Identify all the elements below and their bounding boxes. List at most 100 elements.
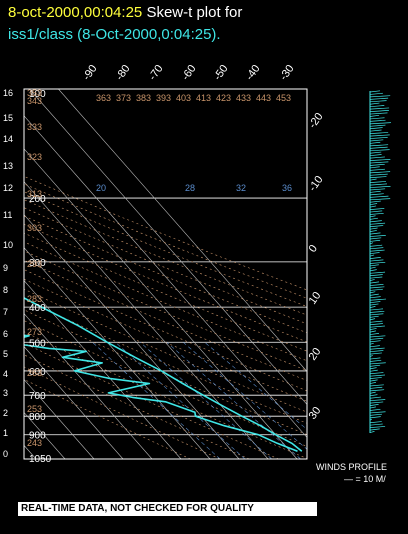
wind-barb <box>369 181 387 183</box>
wind-barb <box>369 105 385 108</box>
wind-barb <box>369 428 380 431</box>
height-label: 7 <box>3 307 8 317</box>
height-label: 16 <box>3 88 13 98</box>
isotherm-line <box>24 115 307 438</box>
wind-barb <box>369 421 382 424</box>
dry-adiabat-label: 323 <box>27 152 42 162</box>
wind-barb <box>369 112 388 115</box>
wind-barb <box>369 230 377 232</box>
wind-barb <box>369 254 375 257</box>
dry-adiabat-label: 393 <box>156 93 171 103</box>
mixing-ratio-line <box>183 342 307 450</box>
dry-adiabat <box>24 175 307 291</box>
wind-barb <box>369 418 372 421</box>
wind-barb <box>369 119 386 122</box>
wind-barb <box>369 274 383 277</box>
wind-barb <box>369 367 377 370</box>
isotherm-line <box>24 280 182 459</box>
dry-adiabat-label: 443 <box>256 93 271 103</box>
wind-barb <box>369 127 383 130</box>
wind-barb <box>369 205 377 208</box>
wind-barb <box>369 423 383 426</box>
wind-barb <box>369 408 381 411</box>
height-label: 4 <box>3 369 8 379</box>
isotherm-label: -80 <box>114 63 133 83</box>
isotherm-label: -60 <box>180 63 199 83</box>
wind-barb <box>369 183 388 186</box>
wind-barb <box>369 271 386 274</box>
mixing-ratio-line <box>166 342 301 459</box>
wind-barb <box>369 276 383 279</box>
mixing-ratio-label: 32 <box>236 183 246 193</box>
wind-barb <box>369 323 384 326</box>
dry-adiabat-label: 343 <box>27 96 42 106</box>
isotherm-label: -30 <box>278 63 297 83</box>
wind-barb <box>369 308 384 311</box>
wind-barb <box>369 122 391 125</box>
wind-barb <box>369 259 384 262</box>
wind-barb <box>369 291 376 294</box>
height-label: 11 <box>3 210 12 220</box>
wind-barb <box>369 117 385 120</box>
wind-barb <box>369 379 378 382</box>
wind-barb <box>369 244 383 247</box>
isotherm-line <box>24 346 124 459</box>
wind-barb <box>369 137 388 139</box>
dry-adiabat-label: 413 <box>196 93 211 103</box>
wind-barb <box>369 193 384 196</box>
dry-adiabat <box>24 278 307 402</box>
wind-barb <box>369 144 389 147</box>
wind-barb <box>369 389 385 392</box>
wind-barb <box>369 310 385 313</box>
dry-adiabat <box>24 215 307 334</box>
chart-subtitle-line: iss1/class (8-Oct-2000,0:04:25). <box>8 26 221 43</box>
wind-barb <box>369 90 381 93</box>
mixing-ratio-line <box>115 342 246 459</box>
wind-barb <box>369 269 377 272</box>
dry-adiabat <box>24 354 250 459</box>
wind-barb <box>369 235 386 237</box>
wind-barb <box>369 242 374 245</box>
isotherm-line <box>29 89 307 405</box>
dry-adiabat <box>24 298 307 424</box>
dewpoint-trace <box>24 334 298 453</box>
wind-barb <box>369 303 379 306</box>
wind-barb <box>369 156 385 159</box>
dry-adiabat <box>24 269 307 392</box>
isotherm-label: 10 <box>307 290 324 307</box>
wind-barb <box>369 355 373 357</box>
pressure-label: 100 <box>29 89 46 100</box>
wind-barb <box>369 284 384 286</box>
wind-barb <box>369 161 389 164</box>
wind-barb <box>369 404 379 406</box>
dry-adiabat-label: 293 <box>27 259 42 269</box>
wind-barb <box>369 247 384 250</box>
isotherm-line <box>58 89 307 372</box>
pressure-label: 500 <box>29 338 46 349</box>
wind-barb <box>369 296 381 299</box>
height-label: 5 <box>3 349 8 359</box>
isotherm-label: 30 <box>307 405 324 422</box>
wind-barb <box>369 401 384 404</box>
wind-barb <box>369 95 391 98</box>
wind-barb <box>369 110 389 112</box>
wind-barb <box>369 357 381 360</box>
dry-adiabat <box>24 241 307 362</box>
wind-barb <box>369 114 380 117</box>
dry-adiabat-label: 353 <box>27 88 42 98</box>
isotherm-line <box>24 247 211 459</box>
wind-barb <box>369 249 385 252</box>
wind-barb <box>369 159 391 161</box>
wind-barb <box>369 315 379 318</box>
wind-barb <box>369 328 377 330</box>
wind-barb <box>369 100 387 103</box>
date-time-label: 8-oct-2000,00:04:25 <box>8 4 143 21</box>
wind-barb <box>369 318 376 321</box>
pressure-label: 700 <box>29 391 46 402</box>
isotherm-label: -10 <box>307 174 326 194</box>
isotherm-line <box>24 148 298 459</box>
wind-barb <box>369 107 390 110</box>
dry-adiabat <box>24 183 307 299</box>
wind-barb <box>369 92 383 95</box>
wind-barb <box>369 217 378 220</box>
